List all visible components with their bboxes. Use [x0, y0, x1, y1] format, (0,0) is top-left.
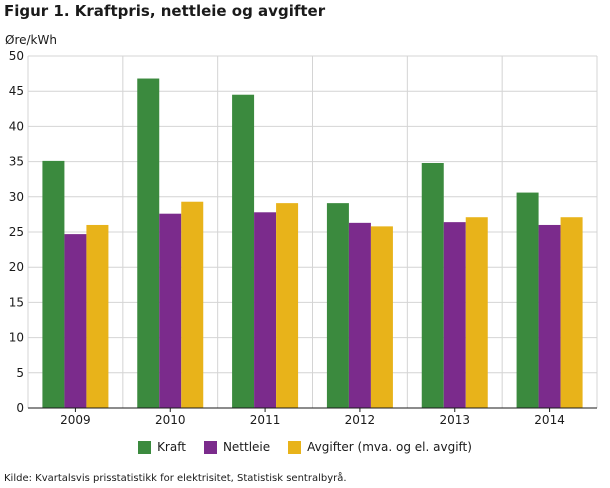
bar-kraft-2014: [516, 192, 539, 408]
legend-label-avgifter: Avgifter (mva. og el. avgift): [307, 440, 472, 454]
bar-avgifter-2012: [370, 226, 393, 408]
bar-nettleie-2012: [348, 222, 371, 408]
y-tick-label: 20: [9, 260, 24, 274]
y-tick-label: 15: [9, 295, 24, 309]
x-tick-label: 2010: [155, 413, 186, 427]
bar-kraft-2012: [326, 203, 349, 408]
legend-swatch-nettleie: [203, 440, 217, 454]
legend-item-nettleie: Nettleie: [203, 440, 271, 454]
bar-avgifter-2013: [465, 217, 488, 408]
bar-kraft-2009: [42, 160, 65, 408]
y-tick-label: 30: [9, 190, 24, 204]
y-tick-label: 0: [16, 401, 24, 415]
x-tick-label: 2014: [534, 413, 565, 427]
x-tick-label: 2013: [439, 413, 470, 427]
bar-kraft-2011: [232, 94, 255, 408]
bar-nettleie-2009: [64, 234, 87, 408]
y-tick-label: 45: [9, 84, 24, 98]
legend: Kraft Nettleie Avgifter (mva. og el. avg…: [0, 440, 610, 454]
source-note: Kilde: Kvartalsvis prisstatistikk for el…: [4, 473, 347, 484]
y-tick-label: 10: [9, 331, 24, 345]
y-tick-label: 35: [9, 155, 24, 169]
bar-avgifter-2014: [560, 217, 583, 408]
legend-item-kraft: Kraft: [138, 440, 186, 454]
legend-item-avgifter: Avgifter (mva. og el. avgift): [288, 440, 472, 454]
legend-swatch-avgifter: [288, 440, 302, 454]
bar-nettleie-2013: [443, 222, 466, 408]
bar-kraft-2013: [421, 163, 444, 408]
bar-nettleie-2010: [159, 213, 182, 408]
y-axis-label: Øre/kWh: [5, 33, 57, 47]
legend-swatch-kraft: [138, 440, 152, 454]
x-tick-label: 2012: [345, 413, 376, 427]
bar-avgifter-2009: [86, 224, 109, 408]
bar-avgifter-2010: [181, 201, 204, 408]
y-tick-label: 50: [9, 49, 24, 63]
bar-kraft-2010: [137, 78, 160, 408]
legend-label-kraft: Kraft: [157, 440, 186, 454]
y-tick-label: 5: [16, 366, 24, 380]
x-tick-label: 2011: [250, 413, 281, 427]
y-tick-label: 40: [9, 119, 24, 133]
y-tick-label: 25: [9, 225, 24, 239]
legend-label-nettleie: Nettleie: [222, 440, 271, 454]
chart-title: Figur 1. Kraftpris, nettleie og avgifter: [4, 2, 326, 20]
bar-nettleie-2011: [254, 212, 277, 408]
bar-nettleie-2014: [538, 224, 561, 408]
bar-avgifter-2011: [276, 203, 299, 408]
x-tick-label: 2009: [60, 413, 91, 427]
